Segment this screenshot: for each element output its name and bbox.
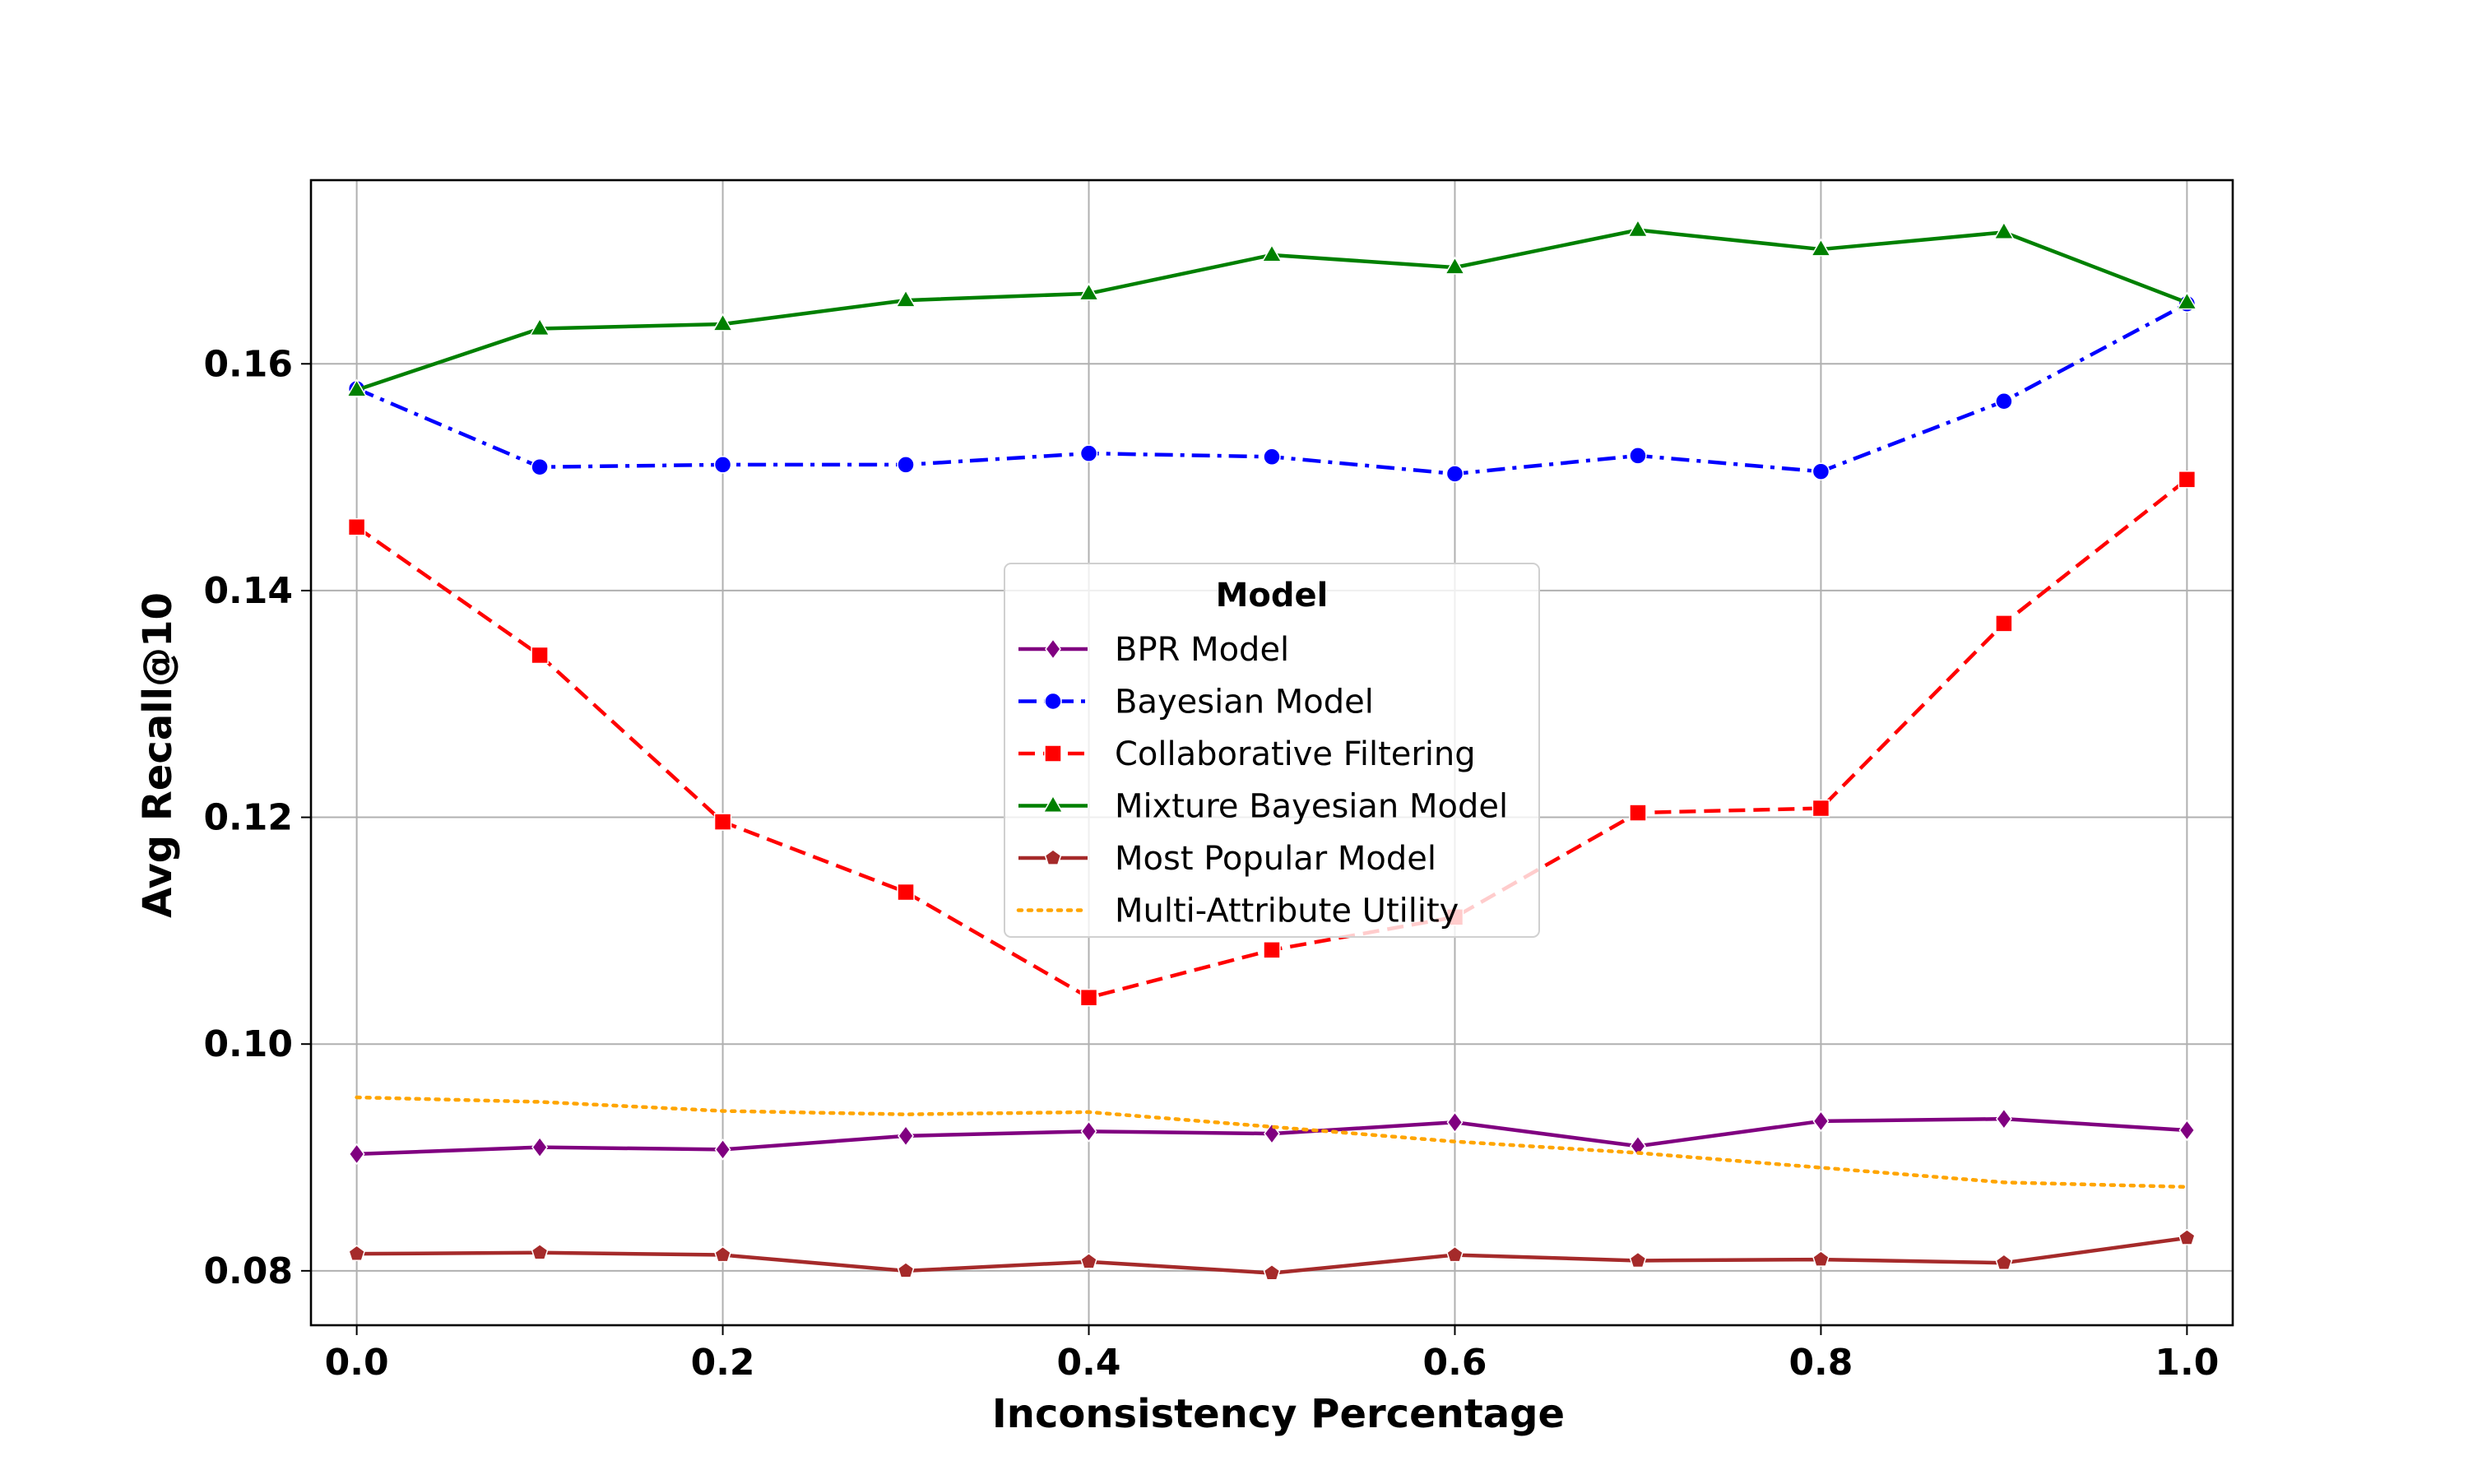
data-point-bpr-model xyxy=(898,1125,914,1148)
data-point-bayesian-model xyxy=(1812,462,1830,480)
data-point-bpr-model xyxy=(2178,1119,2196,1142)
y-tick-label: 0.14 xyxy=(203,570,293,612)
data-point-most-popular-model xyxy=(1995,1254,2013,1271)
data-point-collaborative-filtering xyxy=(897,883,915,902)
series-most-popular-model xyxy=(348,1228,2196,1281)
data-point-bpr-model xyxy=(1630,1134,1646,1157)
legend-swatch-marker xyxy=(1044,744,1062,763)
data-point-collaborative-filtering xyxy=(1629,804,1647,822)
series-group xyxy=(346,219,2198,1281)
series-bpr-model xyxy=(348,1107,2196,1166)
plot-frame xyxy=(309,179,2234,1327)
data-point-bayesian-model xyxy=(1995,392,2013,410)
data-point-collaborative-filtering xyxy=(713,813,732,831)
data-point-most-popular-model xyxy=(897,1261,915,1278)
data-point-bpr-model xyxy=(1812,1110,1830,1133)
data-point-bpr-model xyxy=(1995,1107,2012,1130)
data-point-most-popular-model xyxy=(348,1245,366,1262)
x-tick-label: 0.0 xyxy=(325,1342,389,1384)
data-point-bpr-model xyxy=(348,1143,365,1166)
data-point-bpr-model xyxy=(531,1136,549,1158)
data-point-mixture-bayesian-model xyxy=(1444,256,1466,275)
data-point-bpr-model xyxy=(1080,1120,1097,1143)
data-point-mixture-bayesian-model xyxy=(529,318,550,336)
data-point-collaborative-filtering xyxy=(347,517,366,536)
x-tick-label: 0.4 xyxy=(1057,1342,1121,1384)
data-point-mixture-bayesian-model xyxy=(1993,220,2015,239)
data-point-bpr-model xyxy=(1446,1111,1464,1134)
data-point-most-popular-model xyxy=(1812,1250,1830,1267)
legend-item-bayesian-model: Bayesian Model xyxy=(1018,684,1374,721)
y-tick-label: 0.12 xyxy=(203,797,293,839)
data-point-bayesian-model xyxy=(531,457,549,476)
x-tick-label: 0.8 xyxy=(1788,1342,1853,1384)
y-axis-label: Avg Recall@10 xyxy=(135,592,181,918)
legend-label: Multi-Attribute Utility xyxy=(1115,893,1459,930)
y-tick-label: 0.16 xyxy=(203,343,293,385)
legend-label: Most Popular Model xyxy=(1115,840,1436,878)
data-point-mixture-bayesian-model xyxy=(1261,243,1283,262)
data-point-collaborative-filtering xyxy=(1812,799,1830,818)
legend-item-mixture-bayesian-model: Mixture Bayesian Model xyxy=(1018,788,1508,826)
x-axis-label: Inconsistency Percentage xyxy=(992,1391,1565,1437)
series-collaborative-filtering xyxy=(347,471,2197,1007)
data-point-collaborative-filtering xyxy=(531,646,549,665)
data-point-bayesian-model xyxy=(1445,465,1464,483)
data-point-collaborative-filtering xyxy=(1263,941,1281,959)
data-point-collaborative-filtering xyxy=(1079,988,1098,1007)
data-point-mixture-bayesian-model xyxy=(895,289,916,308)
data-point-mixture-bayesian-model xyxy=(1078,282,1100,301)
data-point-most-popular-model xyxy=(1446,1245,1464,1263)
data-point-bayesian-model xyxy=(1263,448,1281,466)
data-point-collaborative-filtering xyxy=(1995,614,2013,633)
legend-label: Mixture Bayesian Model xyxy=(1115,788,1508,826)
legend-swatch-marker xyxy=(1045,638,1061,661)
data-point-most-popular-model xyxy=(1263,1264,1281,1281)
data-point-bpr-model xyxy=(714,1139,731,1161)
legend-swatch-marker xyxy=(1044,849,1062,865)
data-point-most-popular-model xyxy=(2178,1228,2196,1245)
series-mixture-bayesian-model xyxy=(346,219,2198,397)
data-point-mixture-bayesian-model xyxy=(1810,238,1832,257)
legend-item-bpr-model: BPR Model xyxy=(1018,631,1289,669)
data-point-mixture-bayesian-model xyxy=(2176,291,2198,310)
series-line-multi-attribute-utility xyxy=(355,1095,2189,1190)
series-multi-attribute-utility xyxy=(355,1095,2189,1190)
data-point-collaborative-filtering xyxy=(2178,471,2197,489)
data-point-most-popular-model xyxy=(531,1243,549,1260)
legend-items: BPR Model Bayesian Model Collaborative Fil… xyxy=(1016,631,1508,930)
legend-frame xyxy=(1004,563,1540,938)
x-tick-label: 1.0 xyxy=(2155,1342,2219,1384)
data-point-mixture-bayesian-model xyxy=(712,313,734,332)
legend-title: Model xyxy=(1216,577,1329,614)
data-point-most-popular-model xyxy=(1080,1252,1097,1269)
legend-label: BPR Model xyxy=(1115,631,1289,669)
data-point-bayesian-model xyxy=(1079,444,1098,462)
legend-swatch-marker xyxy=(1042,794,1064,814)
legend-label: Collaborative Filtering xyxy=(1115,735,1476,773)
data-point-mixture-bayesian-model xyxy=(1627,219,1649,238)
legend-item-most-popular-model: Most Popular Model xyxy=(1018,840,1436,878)
legend-item-multi-attribute-utility: Multi-Attribute Utility xyxy=(1016,893,1459,930)
axis-ticks: 0.0 0.2 0.4 0.6 0.8 1.0 0.08 0.10 0.12 0.14 0.16 xyxy=(203,343,2219,1384)
legend: Model BPR Model Bayesian Model Collaborati… xyxy=(1004,563,1540,938)
legend-swatch-marker xyxy=(1044,692,1062,711)
y-tick-label: 0.08 xyxy=(203,1250,293,1292)
x-tick-label: 0.2 xyxy=(691,1342,755,1384)
legend-label: Bayesian Model xyxy=(1115,684,1374,721)
data-point-most-popular-model xyxy=(714,1245,731,1263)
data-point-bayesian-model xyxy=(713,456,732,474)
y-tick-label: 0.10 xyxy=(203,1023,293,1065)
data-point-bayesian-model xyxy=(1629,447,1647,465)
legend-item-collaborative-filtering: Collaborative Filtering xyxy=(1018,735,1476,773)
data-point-bayesian-model xyxy=(897,456,915,474)
data-point-most-popular-model xyxy=(1629,1251,1647,1268)
data-point-mixture-bayesian-model xyxy=(346,378,368,397)
x-tick-label: 0.6 xyxy=(1422,1342,1487,1384)
